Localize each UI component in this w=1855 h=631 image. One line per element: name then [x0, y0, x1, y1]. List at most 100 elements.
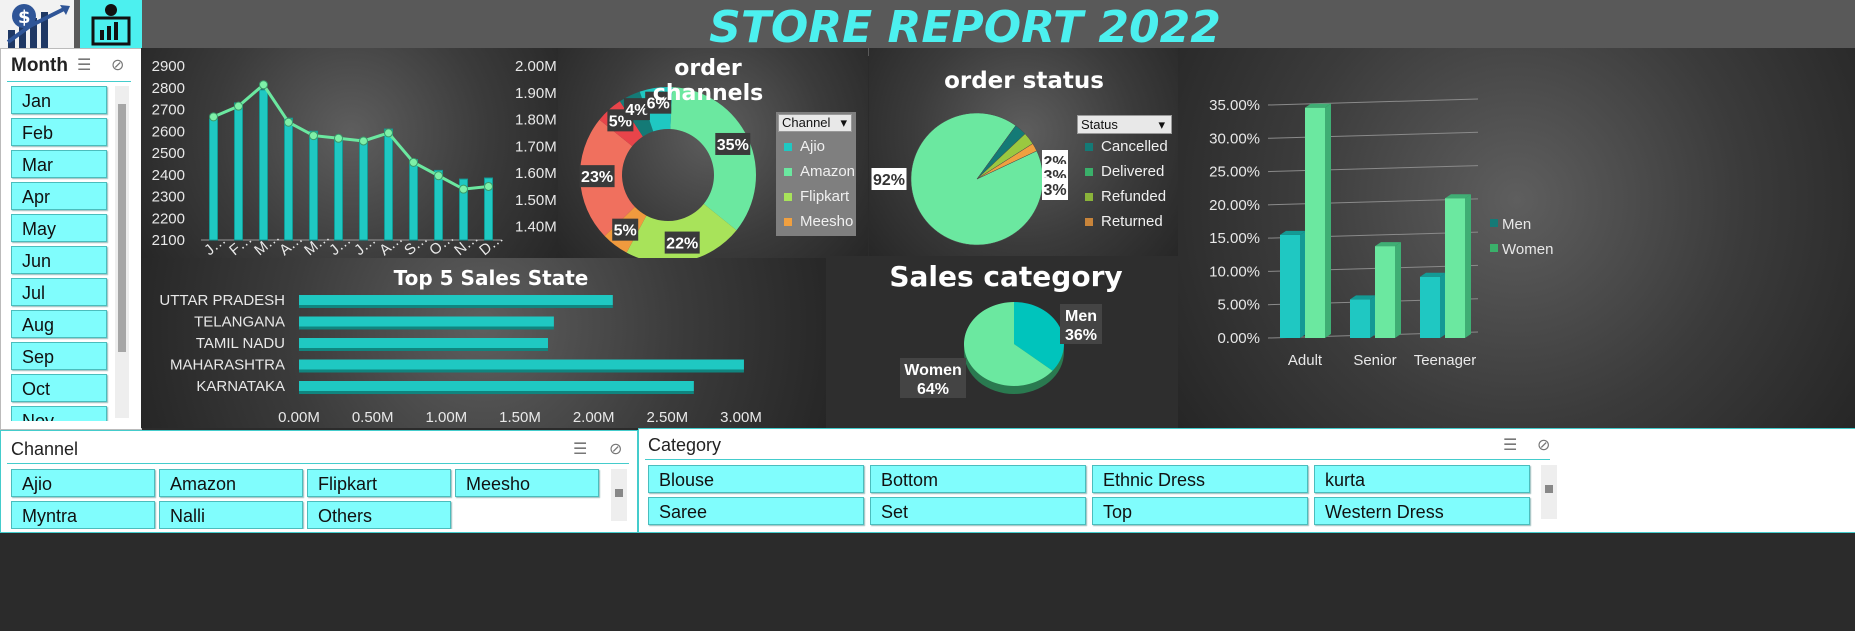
month-button-jun[interactable]: Jun: [11, 246, 107, 274]
month-button-may[interactable]: May: [11, 214, 107, 242]
y2-tick-label: 1.80M: [515, 112, 557, 129]
month-slicer-items: Jan Feb Mar Apr May Jun Jul Aug Sep Oct Nov: [11, 86, 111, 421]
y-tick-label: 2500: [152, 145, 185, 162]
bar-top: [1305, 103, 1331, 108]
channel-button-nalli[interactable]: Nalli: [159, 501, 303, 529]
category-scrollbar[interactable]: [1541, 465, 1557, 519]
channel-slicer[interactable]: Channel ☰ ⊘ Ajio Amazon Flipkart Meesho Mynt…: [0, 430, 638, 533]
month-button-oct[interactable]: Oct: [11, 374, 107, 402]
category-button-ethnic-dress[interactable]: Ethnic Dress: [1092, 465, 1308, 493]
bar-top: [1375, 242, 1401, 247]
state-bar-shadow: [299, 305, 613, 308]
line-point: [334, 133, 343, 143]
category-slice-men: [1014, 302, 1064, 371]
legend-item-ajio[interactable]: Ajio: [784, 138, 825, 155]
bar: [334, 137, 343, 241]
status-legend-filter[interactable]: Status ▾: [1077, 115, 1172, 134]
y-tick-label: TAMIL NADU: [196, 335, 285, 352]
status-slice-returned: [976, 143, 1038, 180]
month-button-mar[interactable]: Mar: [11, 150, 107, 178]
state-bar-shadow: [299, 391, 694, 394]
bar-women: [1375, 246, 1395, 338]
age-gender-panel: 0.00% 5.00% 10.00% 15.00% 20.00% 25.00% 30.00%…: [1178, 48, 1855, 428]
category-button-saree[interactable]: Saree: [648, 497, 864, 525]
legend-item-returned[interactable]: Returned: [1085, 213, 1163, 230]
month-slicer[interactable]: Month ☰ ⊘ Jan Feb Mar Apr May Jun Jul Aug Sep Oct…: [0, 48, 142, 430]
channel-button-flipkart[interactable]: Flipkart: [307, 469, 451, 497]
category-slicer[interactable]: Category ☰ ⊘ Blouse Bottom Ethnic Dress kur…: [638, 428, 1855, 533]
legend-item-amazon[interactable]: Amazon: [784, 163, 855, 180]
multi-select-icon[interactable]: ☰: [1503, 435, 1518, 454]
sales-category-chart: Men 36% Women 64%: [900, 302, 1102, 398]
line-point: [484, 181, 493, 191]
legend-label-men: Men: [1502, 216, 1531, 233]
line-point: [459, 184, 468, 194]
women-label-value: 64%: [917, 381, 949, 398]
category-button-top[interactable]: Top: [1092, 497, 1308, 525]
dropdown-arrow-icon: ▾: [840, 115, 847, 130]
channel-legend-filter[interactable]: Channel ▾: [778, 114, 852, 132]
channel-scrollbar[interactable]: [611, 469, 627, 521]
category-scrollbar-thumb[interactable]: [1545, 485, 1553, 493]
y-tick-label: 2400: [152, 167, 185, 184]
multi-select-icon[interactable]: ☰: [77, 55, 92, 74]
category-button-bottom[interactable]: Bottom: [870, 465, 1086, 493]
y2-tick-label: 1.70M: [515, 138, 557, 155]
channel-button-ajio[interactable]: Ajio: [11, 469, 155, 497]
month-button-apr[interactable]: Apr: [11, 182, 107, 210]
month-button-feb[interactable]: Feb: [11, 118, 107, 146]
bar-side: [1440, 272, 1446, 338]
bar-top: [1350, 295, 1376, 300]
month-button-sep[interactable]: Sep: [11, 342, 107, 370]
y-tick-label: 2100: [152, 232, 185, 249]
bar: [209, 118, 218, 241]
women-label-box: [900, 358, 966, 398]
channel-button-others[interactable]: Others: [307, 501, 451, 529]
legend-label: Cancelled: [1101, 138, 1168, 155]
multi-select-icon[interactable]: ☰: [573, 439, 588, 458]
legend-item-flipkart[interactable]: Flipkart: [784, 188, 849, 205]
channel-legend-header: Channel: [782, 115, 831, 130]
month-scrollbar[interactable]: [115, 86, 129, 418]
channel-button-meesho[interactable]: Meesho: [455, 469, 599, 497]
legend-item-cancelled[interactable]: Cancelled: [1085, 138, 1168, 155]
legend-item-delivered[interactable]: Delivered: [1085, 163, 1164, 180]
age-gender-chart: 0.00% 5.00% 10.00% 15.00% 20.00% 25.00% 30.00%…: [1209, 97, 1553, 369]
clear-filter-icon[interactable]: ⊘: [609, 439, 623, 458]
month-button-aug[interactable]: Aug: [11, 310, 107, 338]
donut-label-flipkart-box: [664, 231, 700, 254]
legend-label: Refunded: [1101, 188, 1167, 205]
bar: [434, 169, 443, 241]
women-label-name: Women: [904, 362, 961, 379]
legend-item-meesho[interactable]: Meesho: [784, 213, 853, 230]
x-tick-label: Adult: [1288, 352, 1323, 369]
channel-button-amazon[interactable]: Amazon: [159, 469, 303, 497]
gridline: [1267, 131, 1479, 139]
bar-top: [1280, 230, 1306, 235]
category-button-western-dress[interactable]: Western Dress: [1314, 497, 1530, 525]
y-tick-label: 2200: [152, 210, 185, 227]
state-bar-tamil-nadu: [299, 338, 548, 348]
line-point: [259, 80, 268, 90]
category-button-kurta[interactable]: kurta: [1314, 465, 1530, 493]
month-button-jan[interactable]: Jan: [11, 86, 107, 114]
clear-filter-icon[interactable]: ⊘: [111, 55, 125, 74]
clear-filter-icon[interactable]: ⊘: [1537, 435, 1551, 454]
month-button-jul[interactable]: Jul: [11, 278, 107, 306]
legend-item-refunded[interactable]: Refunded: [1085, 188, 1166, 205]
channel-button-myntra[interactable]: Myntra: [11, 501, 155, 529]
state-bar-uttar-pradesh: [299, 295, 613, 305]
category-button-set[interactable]: Set: [870, 497, 1086, 525]
channel-scrollbar-thumb[interactable]: [615, 489, 623, 497]
top-states-panel: Top 5 Sales State UTTAR PRADESH TELANGANA…: [141, 258, 827, 428]
legend-label: Flipkart: [800, 188, 850, 205]
month-button-nov[interactable]: Nov: [11, 406, 107, 421]
bar-side: [1325, 103, 1331, 338]
bar-side: [1370, 295, 1376, 338]
line-point: [434, 171, 443, 181]
bar-side: [1465, 194, 1471, 338]
x-tick-label: J…: [351, 232, 379, 259]
month-scrollbar-thumb[interactable]: [118, 104, 126, 352]
category-button-blouse[interactable]: Blouse: [648, 465, 864, 493]
line-point: [234, 101, 243, 111]
